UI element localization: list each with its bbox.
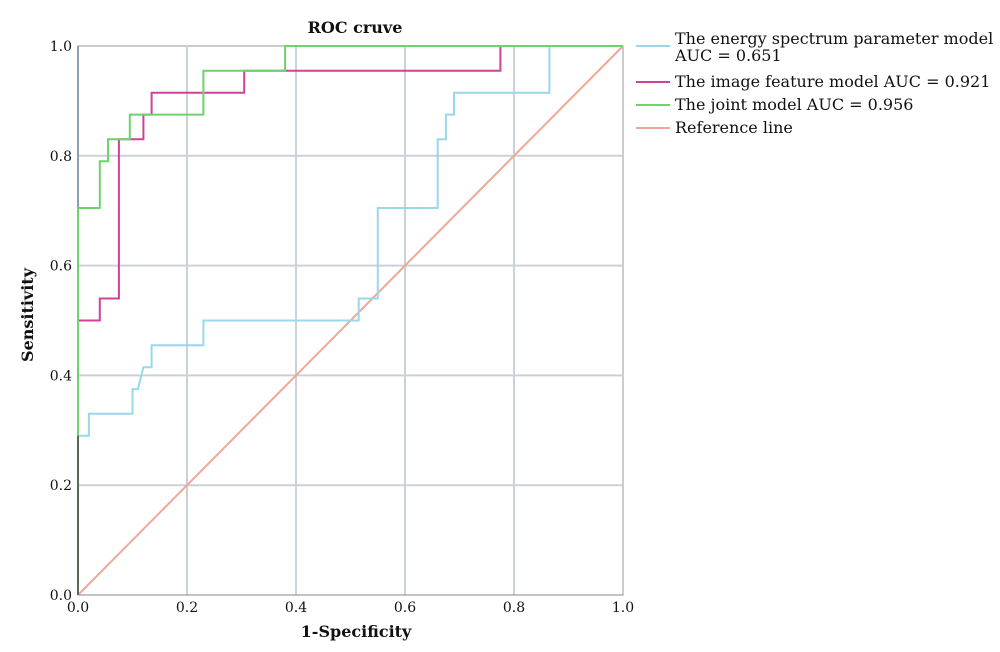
legend-label-energy-line2: AUC = 0.651 (674, 46, 782, 65)
legend-label-joint: The joint model AUC = 0.956 (675, 95, 913, 114)
x-tick-label: 0.8 (503, 600, 525, 616)
roc-curve-joint-model (77, 45, 623, 595)
y-tick-label: 0.2 (50, 478, 72, 494)
legend-label-energy-line1: The energy spectrum parameter model (675, 29, 993, 48)
tick-labels: 0.0 0.2 0.4 0.6 0.8 1.0 0.0 0.2 0.4 0.6 0.8 1.0 (50, 39, 634, 616)
roc-curve-image-feature (77, 45, 623, 595)
y-tick-label: 0.8 (50, 149, 72, 165)
x-tick-label: 0.4 (285, 600, 307, 616)
y-tick-label: 1.0 (50, 39, 72, 55)
y-tick-label: 0.6 (50, 259, 72, 275)
x-axis-title: 1-Specificity (301, 622, 412, 641)
x-tick-label: 0.0 (67, 600, 89, 616)
legend-label-image: The image feature model AUC = 0.921 (675, 72, 990, 91)
y-axis-title: Sensitivity (18, 267, 37, 362)
y-tick-label: 0.4 (50, 368, 72, 384)
chart-title: ROC cruve (308, 18, 403, 37)
roc-curve-energy-spectrum (77, 45, 623, 595)
grid-lines (78, 46, 623, 595)
legend-label-reference: Reference line (675, 118, 793, 137)
legend: The energy spectrum parameter model AUC … (636, 29, 993, 137)
x-tick-label: 1.0 (612, 600, 634, 616)
x-tick-label: 0.6 (394, 600, 416, 616)
series-group (77, 45, 624, 596)
x-tick-label: 0.2 (176, 600, 198, 616)
y-tick-label: 0.0 (50, 588, 72, 604)
